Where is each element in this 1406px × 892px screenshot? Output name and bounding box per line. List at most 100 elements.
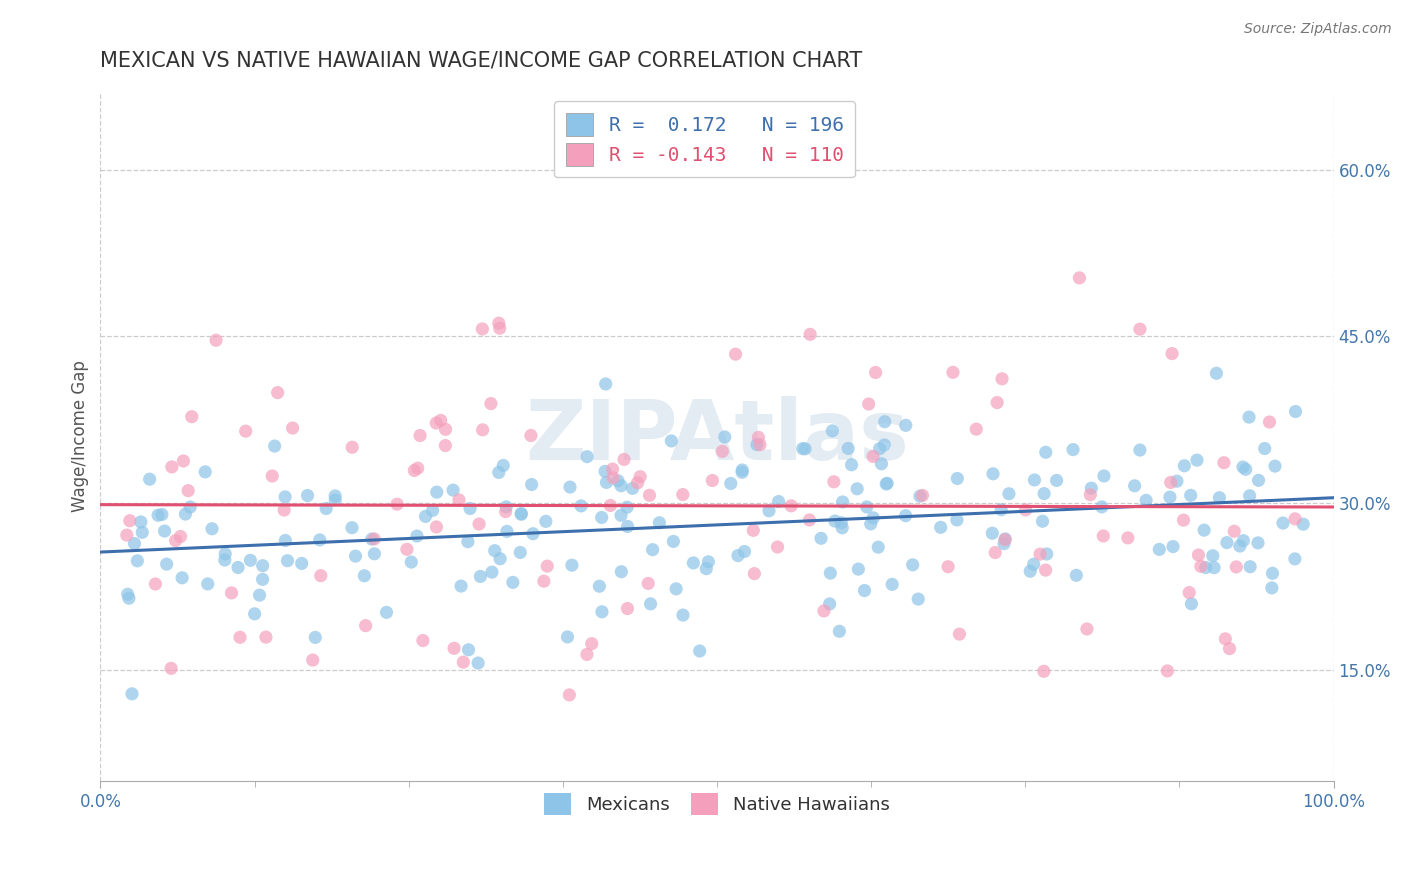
Point [813,604,835,618]
Point [484,543,506,558]
Point [117,587,139,601]
Point [1232,533,1254,548]
Point [146,508,169,523]
Point [470,569,492,583]
Point [908,489,931,503]
Point [558,688,581,702]
Point [488,321,510,335]
Point [1261,581,1284,595]
Point [492,458,515,473]
Point [1159,490,1181,504]
Point [682,556,704,570]
Point [488,316,510,330]
Point [616,519,638,533]
Point [1261,566,1284,581]
Point [994,532,1017,546]
Point [1232,460,1254,475]
Point [799,513,821,527]
Point [533,574,555,589]
Point [495,500,517,514]
Point [1078,488,1101,502]
Text: ZIPAtlas: ZIPAtlas [524,396,908,477]
Point [129,515,152,529]
Point [868,540,890,554]
Point [118,591,141,606]
Point [858,397,880,411]
Point [263,439,285,453]
Point [1192,523,1215,537]
Point [489,551,512,566]
Point [595,376,617,391]
Point [873,438,896,452]
Point [1129,322,1152,336]
Point [1161,346,1184,360]
Point [621,482,644,496]
Point [1029,547,1052,561]
Point [443,641,465,656]
Point [665,582,688,596]
Point [831,521,853,535]
Point [1284,552,1306,566]
Point [426,485,449,500]
Point [869,442,891,456]
Legend: Mexicans, Native Hawaiians: Mexicans, Native Hawaiians [536,783,898,823]
Point [929,520,952,534]
Point [479,396,502,410]
Point [576,450,599,464]
Point [575,648,598,662]
Point [1237,410,1260,425]
Point [360,532,382,546]
Point [1247,536,1270,550]
Point [194,465,217,479]
Point [1032,665,1054,679]
Point [179,500,201,514]
Point [602,471,624,485]
Point [1258,415,1281,429]
Point [1216,535,1239,549]
Point [495,505,517,519]
Point [780,499,803,513]
Point [1033,486,1056,500]
Point [946,513,969,527]
Point [695,561,717,575]
Point [792,442,814,456]
Point [458,501,481,516]
Point [276,554,298,568]
Point [1205,366,1227,380]
Point [363,547,385,561]
Point [1253,442,1275,456]
Point [1272,516,1295,530]
Point [1035,547,1057,561]
Point [821,424,844,438]
Point [984,545,1007,559]
Point [823,475,845,489]
Point [1123,479,1146,493]
Point [169,529,191,543]
Point [865,366,887,380]
Point [744,566,766,581]
Point [1178,585,1201,599]
Point [870,457,893,471]
Point [450,579,472,593]
Point [309,568,332,582]
Point [214,547,236,561]
Point [994,533,1017,547]
Point [197,577,219,591]
Point [595,475,617,490]
Point [124,536,146,550]
Point [1284,404,1306,418]
Point [502,575,524,590]
Point [235,424,257,438]
Point [876,476,898,491]
Point [828,624,851,639]
Point [340,440,363,454]
Point [156,557,179,571]
Point [1076,622,1098,636]
Point [323,493,346,508]
Point [1092,469,1115,483]
Point [599,499,621,513]
Point [1213,632,1236,646]
Point [273,503,295,517]
Point [848,562,870,576]
Point [1135,493,1157,508]
